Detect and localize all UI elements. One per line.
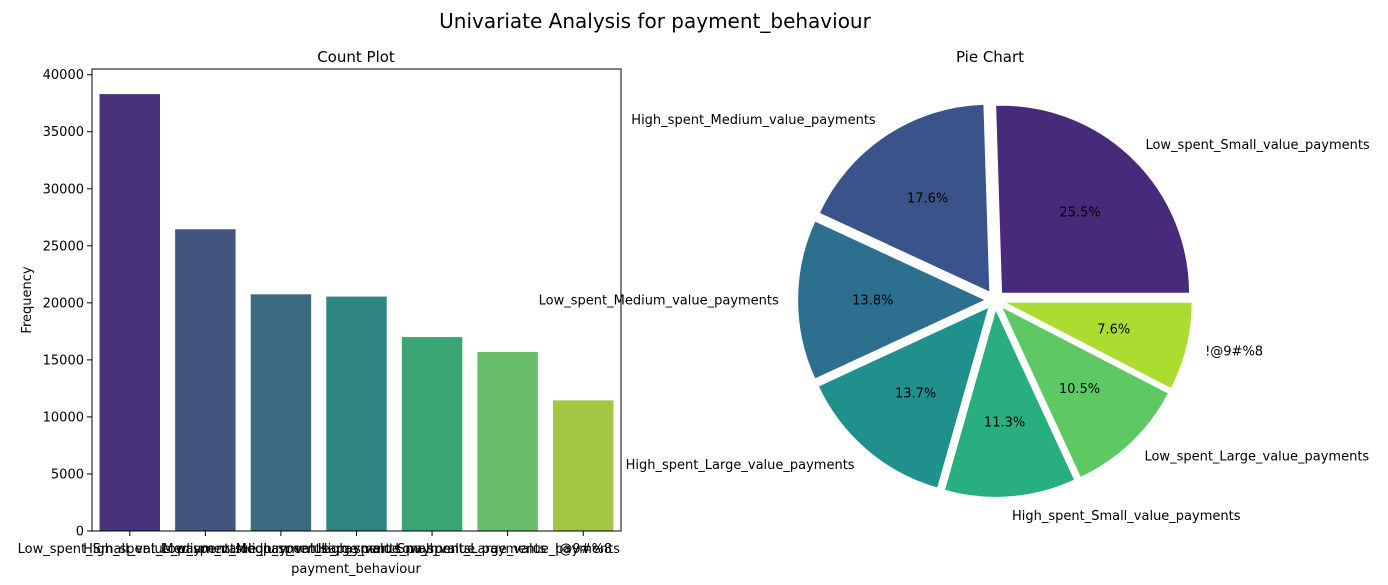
y-axis: 0 5000 10000 15000 20000 25000 30000 35000 40000	[43, 68, 92, 540]
pie-percent-label: 7.6%	[1097, 322, 1130, 337]
pie-slice	[995, 104, 1191, 294]
pie-slice	[1000, 305, 1170, 479]
pie-slice	[797, 220, 987, 380]
pie-slice	[817, 306, 990, 489]
pie-slice	[1003, 301, 1193, 390]
pie-chart-title: Pie Chart	[956, 48, 1024, 66]
x-tick-label: Low_spent_Large_value_payments	[395, 542, 620, 557]
plot-frame	[91, 68, 622, 532]
pie-slices	[797, 103, 1193, 498]
x-tick-label: Low_spent_Medium_value_payments	[161, 542, 401, 557]
pie-slice-label: Low_spent_Large_value_payments	[1144, 450, 1369, 465]
pie-labels: 25.5% Low_spent_Small_value_payments 17.6%…	[539, 113, 1370, 524]
x-tick-label: High_spent_Medium_value_payments	[83, 542, 328, 557]
bar	[401, 337, 463, 531]
pie-slice	[943, 307, 1076, 498]
x-tick-label: Low_spent_Small_value_payments	[18, 542, 242, 557]
pie-percent-label: 13.8%	[852, 294, 893, 309]
pie-chart: Pie Chart 25.5% Low_spent_Small_value_pay…	[539, 48, 1370, 524]
bar	[477, 351, 538, 531]
y-tick-label: 10000	[43, 410, 84, 425]
bar	[99, 94, 161, 531]
y-tick-label: 30000	[43, 182, 84, 197]
y-tick-label: 20000	[43, 296, 84, 311]
pie-percent-label: 25.5%	[1059, 206, 1100, 221]
y-tick-label: 15000	[43, 353, 84, 368]
count-plot: Count Plot 0 5000 10000 15000 20000 25000 3000…	[18, 48, 622, 577]
x-tick-label: High_spent_Small_value_payments	[318, 542, 547, 557]
pie-percent-label: 17.6%	[907, 192, 948, 207]
figure-suptitle: Univariate Analysis for payment_behaviou…	[439, 9, 871, 33]
x-tick-label: !@9#%8	[554, 542, 612, 557]
count-plot-title: Count Plot	[317, 48, 395, 66]
pie-percent-label: 13.7%	[895, 386, 936, 401]
pie-slice-label: High_spent_Small_value_payments	[1012, 509, 1241, 524]
y-axis-label: Frequency	[20, 266, 35, 333]
pie-slice-label: Low_spent_Medium_value_payments	[539, 294, 779, 309]
pie-slice-label: High_spent_Large_value_payments	[626, 458, 855, 473]
pie-percent-label: 10.5%	[1059, 382, 1100, 397]
x-axis-label: payment_behaviour	[291, 562, 421, 577]
pie-slice-label: High_spent_Medium_value_payments	[631, 113, 876, 128]
y-tick-label: 35000	[43, 125, 84, 140]
y-tick-label: 40000	[43, 68, 84, 83]
bar-series	[99, 94, 614, 531]
pie-slice	[818, 103, 991, 293]
pie-slice-label: Low_spent_Small_value_payments	[1145, 138, 1369, 153]
bar	[250, 294, 312, 531]
bar	[552, 400, 614, 531]
y-tick-label: 25000	[43, 239, 84, 254]
pie-percent-label: 11.3%	[984, 415, 1025, 430]
bar	[326, 296, 387, 531]
y-tick-label: 5000	[51, 467, 84, 482]
bar	[175, 229, 236, 531]
y-tick-label: 0	[76, 525, 84, 540]
pie-slice-label: !@9#%8	[1205, 345, 1263, 360]
x-tick-label: High_spent_Large_value_payments	[242, 542, 471, 557]
x-axis: Low_spent_Small_value_paymentsHigh_spent…	[18, 531, 620, 557]
